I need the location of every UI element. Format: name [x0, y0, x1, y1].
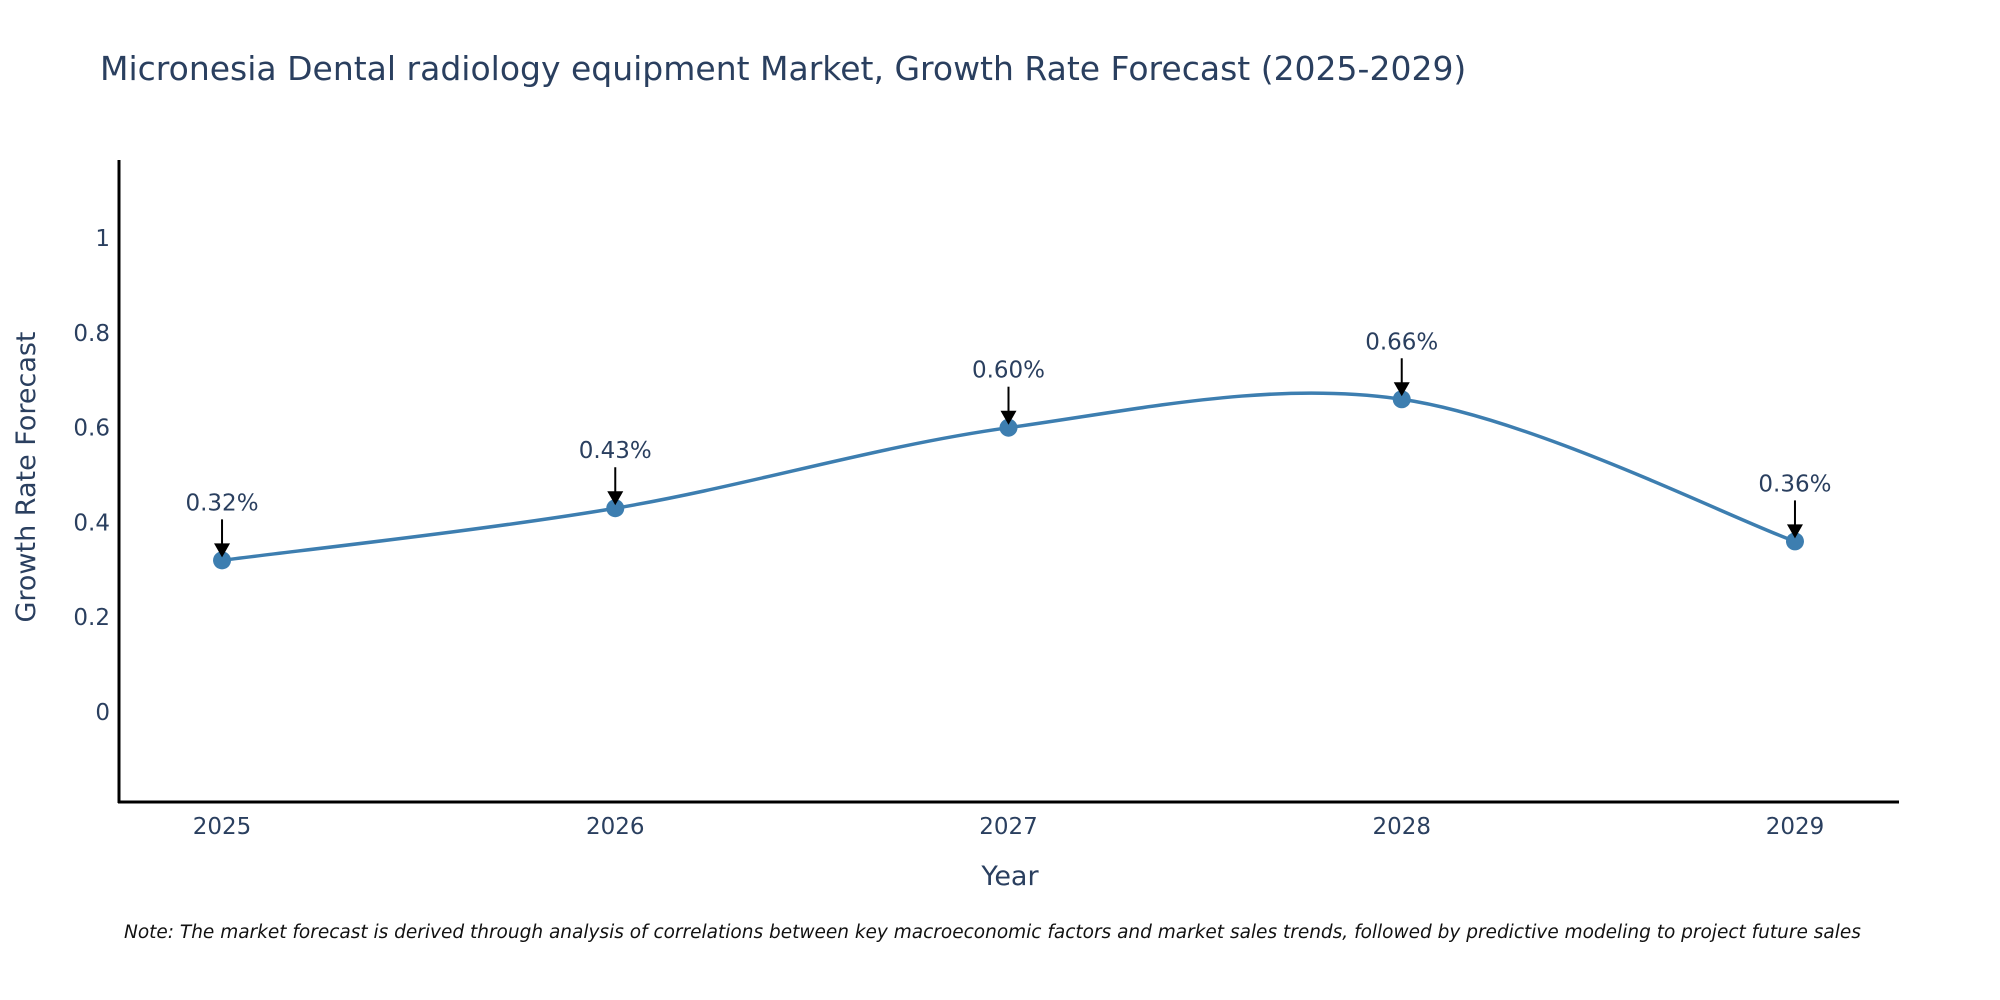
- x-axis-ticks: 2025 2026 2027 2028 2029: [193, 814, 1824, 840]
- markers: [213, 390, 1804, 570]
- data-label: 0.66%: [1365, 329, 1438, 355]
- y-tick-label: 0.8: [73, 321, 110, 347]
- annotation-arrowhead: [1393, 382, 1410, 397]
- y-tick-label: 0.4: [73, 510, 110, 536]
- y-tick-label: 0.2: [73, 605, 110, 631]
- y-tick-label: 1: [95, 226, 110, 252]
- x-axis-title: Year: [980, 861, 1039, 892]
- data-point-marker[interactable]: [213, 551, 232, 570]
- data-point-marker[interactable]: [1392, 390, 1411, 409]
- data-label: 0.36%: [1758, 471, 1831, 497]
- y-axis-title: Growth Rate Forecast: [11, 331, 42, 622]
- y-axis-ticks: 0 0.2 0.4 0.6 0.8 1: [73, 226, 110, 726]
- data-point-marker[interactable]: [606, 499, 625, 518]
- annotation-arrowhead: [1000, 410, 1017, 425]
- annotations: 0.32% 0.43% 0.60% 0.66% 0.36%: [185, 329, 1832, 558]
- x-tick-label: 2025: [193, 814, 252, 840]
- annotation-arrowhead: [1786, 524, 1803, 539]
- y-tick-label: 0: [95, 700, 110, 726]
- annotation-arrowhead: [607, 491, 624, 506]
- x-tick-label: 2027: [979, 814, 1038, 840]
- data-label: 0.60%: [972, 358, 1045, 384]
- x-tick-label: 2029: [1766, 814, 1825, 840]
- chart-title: Micronesia Dental radiology equipment Ma…: [100, 49, 1466, 88]
- annotation-arrowhead: [214, 543, 231, 558]
- x-tick-label: 2028: [1372, 814, 1431, 840]
- footnote: Note: The market forecast is derived thr…: [124, 922, 1861, 943]
- x-tick-label: 2026: [586, 814, 645, 840]
- y-tick-label: 0.6: [73, 416, 110, 442]
- data-point-marker[interactable]: [999, 418, 1018, 437]
- data-label: 0.32%: [185, 490, 258, 516]
- data-point-marker[interactable]: [1785, 532, 1804, 551]
- data-label: 0.43%: [579, 438, 652, 464]
